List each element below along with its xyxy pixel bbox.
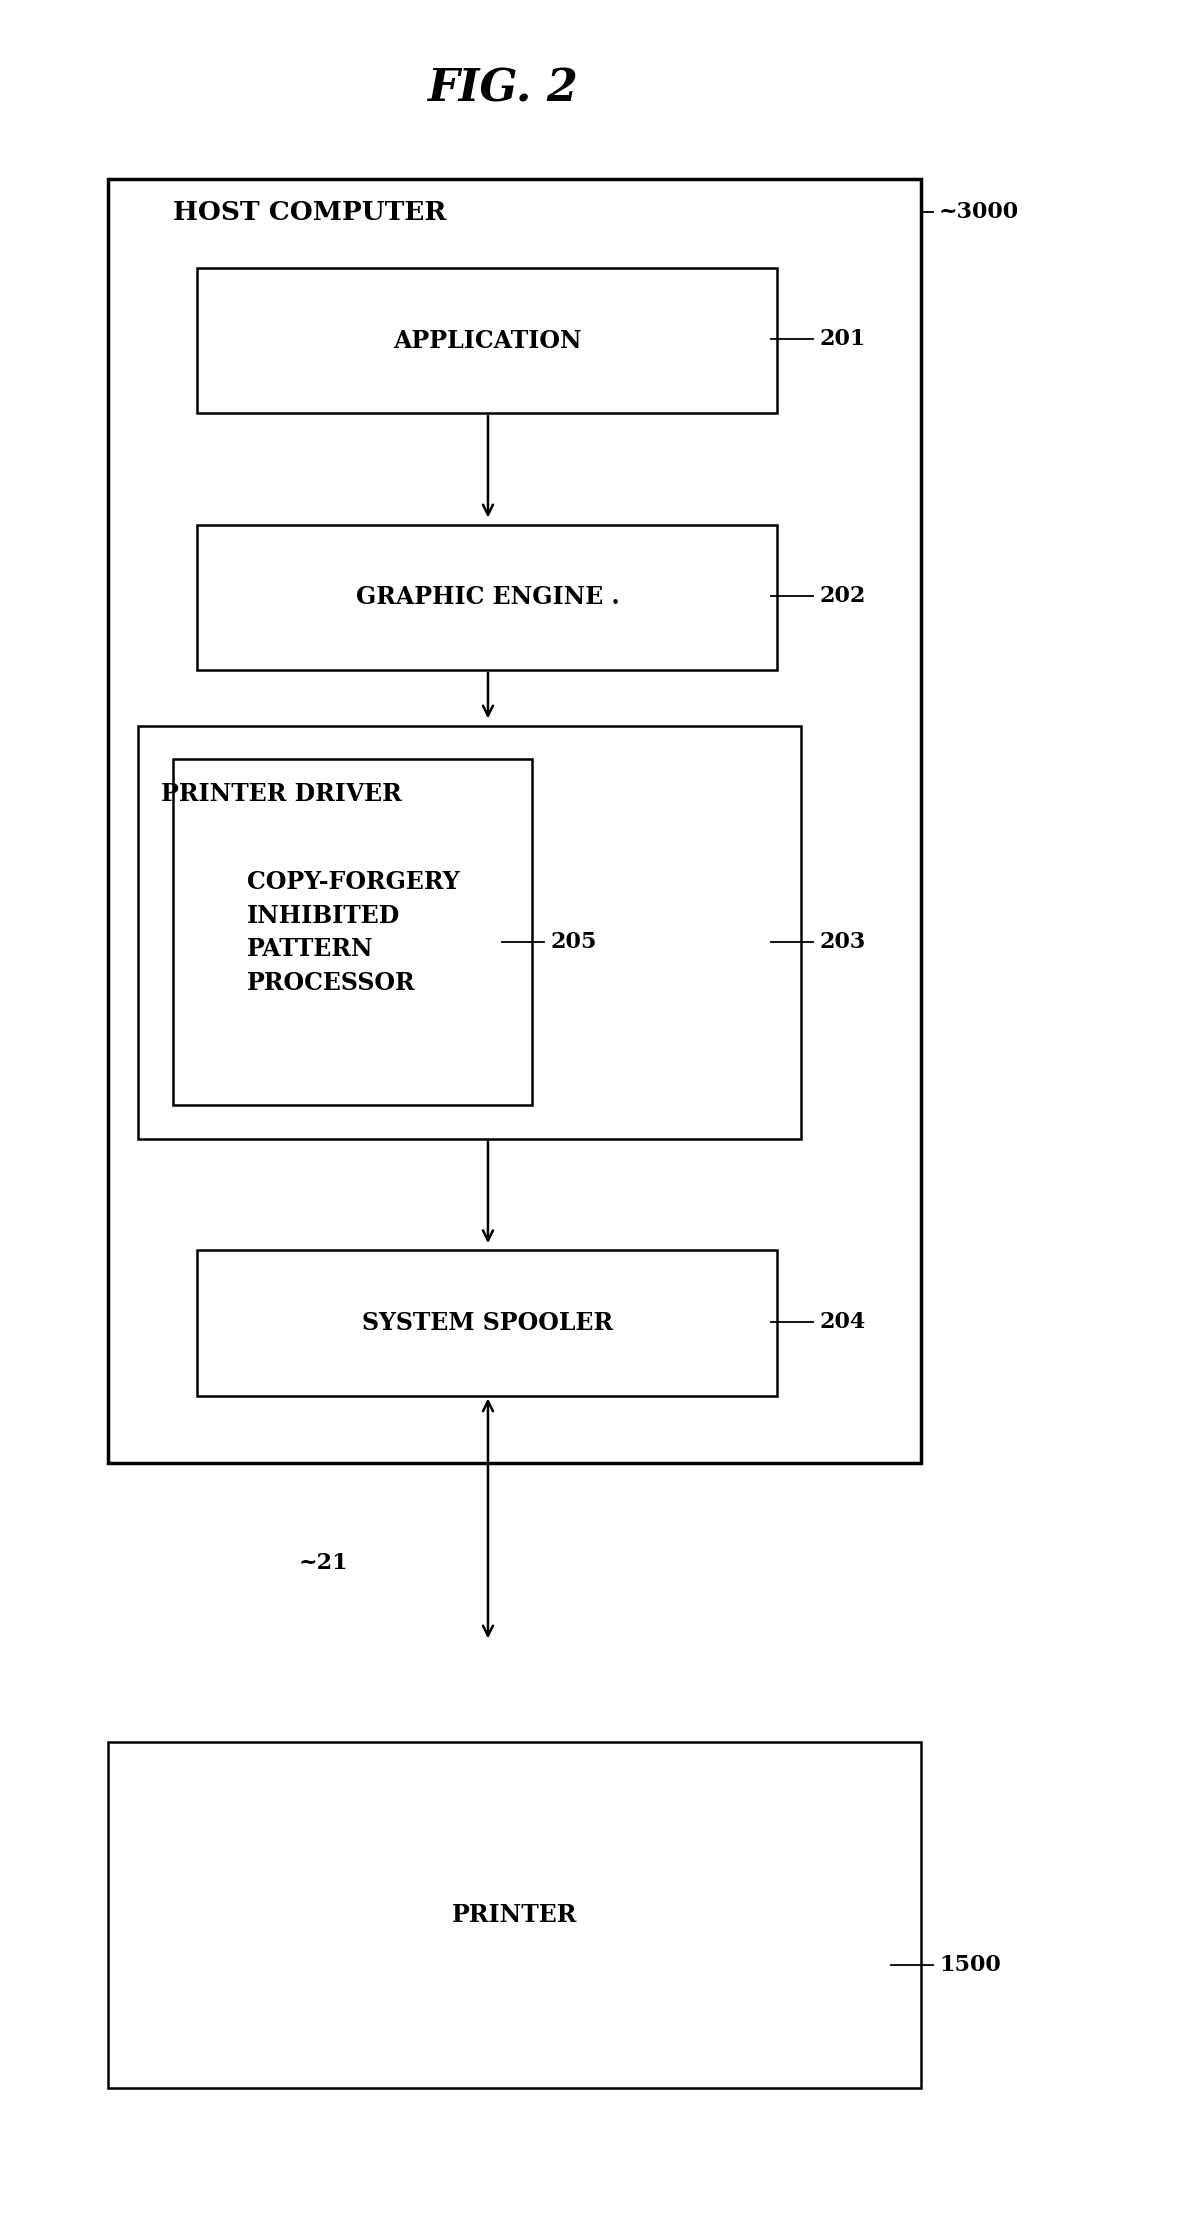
Text: GRAPHIC ENGINE .: GRAPHIC ENGINE . <box>355 585 620 610</box>
Bar <box>108 1742 921 2088</box>
Text: APPLICATION: APPLICATION <box>393 328 581 353</box>
Text: PRINTER DRIVER: PRINTER DRIVER <box>161 782 402 806</box>
Text: FIG. 2: FIG. 2 <box>427 67 578 112</box>
Bar <box>197 1250 777 1396</box>
Text: 205: 205 <box>550 931 597 953</box>
Bar <box>108 179 921 1463</box>
Text: ~21: ~21 <box>299 1552 348 1574</box>
Text: 203: 203 <box>819 931 866 953</box>
Text: ~3000: ~3000 <box>939 201 1019 223</box>
Bar <box>197 525 777 670</box>
Text: 1500: 1500 <box>939 1954 1001 1976</box>
Text: PRINTER: PRINTER <box>452 1903 576 1927</box>
Text: 204: 204 <box>819 1311 866 1333</box>
Text: HOST COMPUTER: HOST COMPUTER <box>173 199 446 226</box>
Bar <box>138 726 801 1139</box>
Text: 201: 201 <box>819 328 866 351</box>
Text: SYSTEM SPOOLER: SYSTEM SPOOLER <box>362 1311 612 1335</box>
Bar <box>197 268 777 413</box>
Text: COPY-FORGERY
INHIBITED
PATTERN
PROCESSOR: COPY-FORGERY INHIBITED PATTERN PROCESSOR <box>246 871 459 994</box>
Bar <box>173 759 532 1105</box>
Text: 202: 202 <box>819 585 866 607</box>
